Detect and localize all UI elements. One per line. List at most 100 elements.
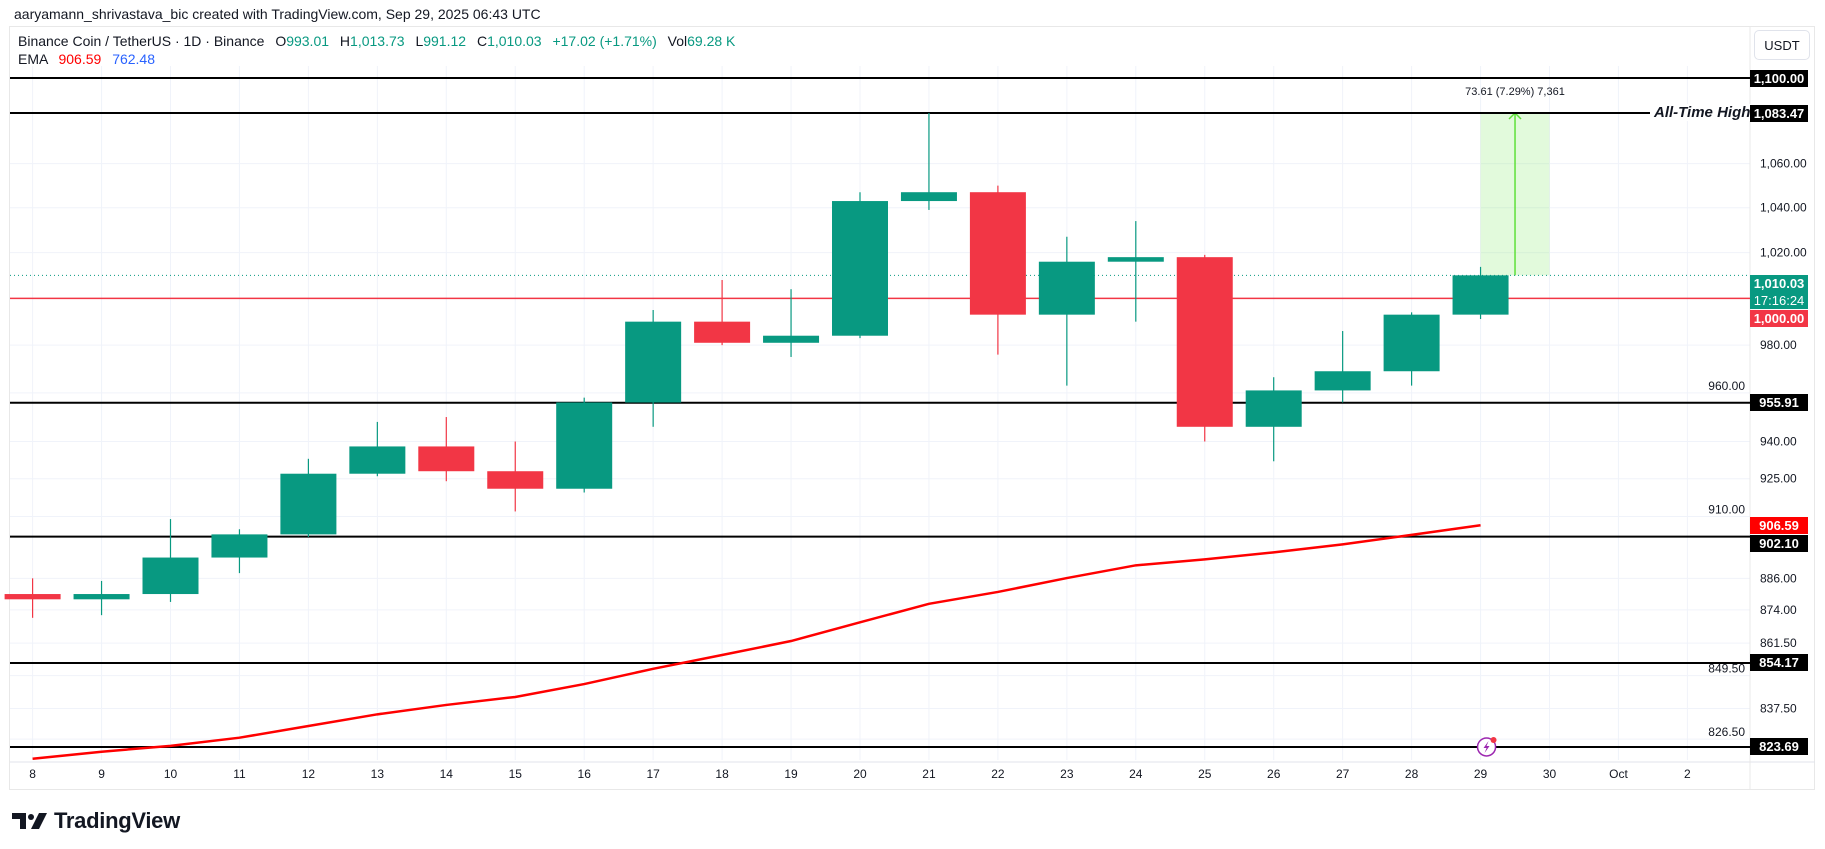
- candle-body: [1245, 390, 1302, 427]
- candle-body: [556, 402, 613, 489]
- y-tick-label: 925.00: [1760, 472, 1797, 486]
- x-tick-label: 29: [1474, 767, 1488, 781]
- all-time-high-annotation: All-Time High: [1650, 104, 1755, 121]
- candle-body: [4, 594, 61, 600]
- x-tick-label: 28: [1405, 767, 1419, 781]
- candle-body: [832, 201, 888, 336]
- candle-body: [969, 192, 1026, 315]
- x-tick-label: 10: [164, 767, 178, 781]
- level-price-badge: 1,100.00: [1750, 69, 1808, 87]
- candle-body: [211, 534, 268, 558]
- volume-value: 69.28 K: [687, 33, 736, 49]
- x-tick-label: 9: [98, 767, 105, 781]
- x-tick-label: 22: [991, 767, 1005, 781]
- x-tick-label: 13: [371, 767, 385, 781]
- candle-body: [1383, 314, 1440, 372]
- level-price-badge: 854.17: [1750, 654, 1808, 672]
- high-value: 1,013.73: [350, 33, 405, 49]
- x-tick-label: 12: [302, 767, 316, 781]
- candle-body: [418, 446, 475, 472]
- x-tick-label: 18: [715, 767, 729, 781]
- bar-countdown: 17:16:24: [1750, 291, 1808, 309]
- symbol-legend: Binance Coin / TetherUS · 1D · Binance O…: [18, 33, 735, 49]
- tradingview-logo[interactable]: TradingView: [12, 808, 180, 834]
- event-dot: [1490, 736, 1497, 743]
- candle-body: [1038, 261, 1095, 315]
- x-tick-label: 2: [1684, 767, 1691, 781]
- currency-button[interactable]: USDT: [1754, 30, 1810, 60]
- x-tick-label: 17: [646, 767, 660, 781]
- change-value: +17.02 (+1.71%): [552, 33, 657, 49]
- level-price-badge: 1,083.47: [1750, 104, 1808, 122]
- close-label: C: [476, 33, 488, 49]
- lightning-bolt: [1483, 740, 1490, 753]
- candle-body: [349, 446, 406, 474]
- x-tick-label: 8: [29, 767, 36, 781]
- low-label: L: [415, 33, 424, 49]
- x-tick-label: 27: [1336, 767, 1350, 781]
- candle-body: [1176, 257, 1233, 427]
- last-price-badge: 1,010.03: [1750, 274, 1808, 292]
- tradingview-logo-icon: [12, 813, 47, 829]
- x-tick-label: 14: [440, 767, 454, 781]
- low-value: 991.12: [423, 33, 467, 49]
- x-tick-label: Oct: [1609, 767, 1628, 781]
- candle-body: [763, 335, 820, 343]
- x-tick-label: 26: [1267, 767, 1281, 781]
- level-price-badge: 823.69: [1750, 738, 1808, 756]
- x-tick-label: 24: [1129, 767, 1143, 781]
- candle-body: [694, 321, 751, 343]
- candle-body: [142, 557, 199, 595]
- x-tick-label: 19: [784, 767, 798, 781]
- ema-label[interactable]: EMA: [18, 51, 48, 67]
- y-tick-label: 826.50: [1708, 725, 1745, 739]
- candle-body: [1314, 371, 1371, 391]
- level-price-badge: 902.10: [1750, 534, 1808, 552]
- chart-credit: aaryamann_shrivastava_bic created with T…: [14, 6, 541, 22]
- chart-frame: [9, 26, 1815, 790]
- ema-legend: EMA 906.59 762.48: [18, 51, 155, 67]
- y-tick-label: 960.00: [1708, 379, 1745, 393]
- open-value: 993.01: [286, 33, 330, 49]
- y-tick-label: 874.00: [1760, 603, 1797, 617]
- high-label: H: [339, 33, 351, 49]
- measure-label: 73.61 (7.29%) 7,361: [1465, 86, 1565, 98]
- x-tick-label: 16: [578, 767, 592, 781]
- x-tick-label: 20: [853, 767, 867, 781]
- logo-text: TradingView: [54, 808, 180, 833]
- y-tick-label: 910.00: [1708, 503, 1745, 517]
- level-price-badge: 1,000.00: [1750, 309, 1808, 327]
- y-tick-label: 980.00: [1760, 338, 1797, 352]
- x-tick-label: 25: [1198, 767, 1212, 781]
- candle-body: [900, 192, 957, 202]
- candle-body: [625, 321, 682, 403]
- ema-value-1: 906.59: [58, 51, 102, 67]
- y-tick-label: 837.50: [1760, 702, 1797, 716]
- y-tick-label: 886.00: [1760, 571, 1797, 585]
- y-tick-label: 940.00: [1760, 435, 1797, 449]
- ema-value-2: 762.48: [112, 51, 156, 67]
- ema-line: [32, 523, 1481, 761]
- x-tick-label: 15: [509, 767, 523, 781]
- candle-body: [280, 473, 337, 535]
- x-tick-label: 23: [1060, 767, 1074, 781]
- y-tick-label: 1,040.00: [1760, 201, 1807, 215]
- candle-body: [73, 594, 130, 600]
- x-tick-label: 21: [922, 767, 936, 781]
- ema-price-badge: 906.59: [1750, 516, 1808, 534]
- y-tick-label: 849.50: [1708, 662, 1745, 676]
- candle-body: [1107, 257, 1164, 262]
- candle-body: [1452, 275, 1509, 315]
- y-tick-label: 1,020.00: [1760, 246, 1807, 260]
- level-price-badge: 955.91: [1750, 394, 1808, 412]
- open-label: O: [275, 33, 287, 49]
- close-value: 1,010.03: [487, 33, 542, 49]
- volume-label: Vol: [667, 33, 688, 49]
- candle-body: [487, 471, 544, 489]
- y-tick-label: 861.50: [1760, 636, 1797, 650]
- symbol-title[interactable]: Binance Coin / TetherUS · 1D · Binance: [18, 33, 265, 49]
- y-tick-label: 1,060.00: [1760, 157, 1807, 171]
- x-tick-label: 30: [1543, 767, 1557, 781]
- x-tick-label: 11: [233, 767, 246, 781]
